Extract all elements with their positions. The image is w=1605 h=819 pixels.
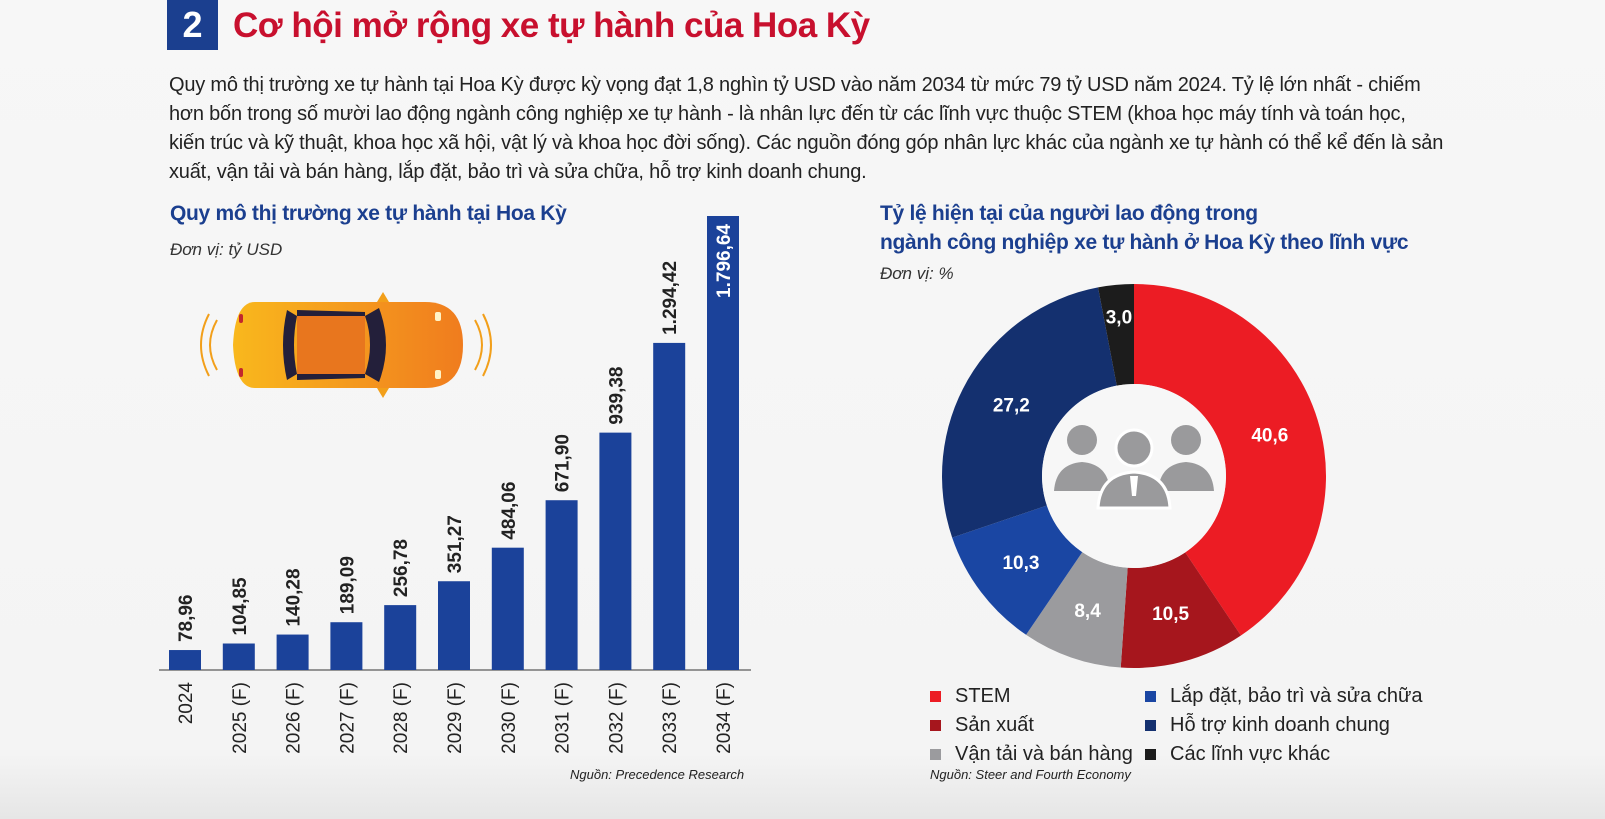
bar-chart-title: Quy mô thị trường xe tự hành tại Hoa Kỳ bbox=[170, 202, 567, 225]
x-tick-label: 2032 (F) bbox=[606, 682, 627, 754]
donut-slice bbox=[942, 287, 1117, 538]
legend-label: Sản xuất bbox=[955, 714, 1034, 736]
legend-label: Lắp đặt, bảo trì và sửa chữa bbox=[1170, 685, 1423, 707]
x-tick-label: 2030 (F) bbox=[499, 682, 520, 754]
legend-label: Vận tải và bán hàng bbox=[955, 743, 1133, 765]
bar-value-label: 1.294,42 bbox=[660, 261, 681, 335]
bar-chart: 78,96 2024 104,85 2025 (F) 140,28 2026 (F) 189… bbox=[159, 216, 751, 754]
x-tick-label: 2028 (F) bbox=[391, 682, 412, 754]
bar-value-label: 351,27 bbox=[445, 515, 466, 573]
bar-value-label: 140,28 bbox=[284, 568, 305, 626]
bar-value-label: 484,06 bbox=[499, 482, 520, 540]
legend-item-transport-sales: Vận tải và bán hàng bbox=[930, 743, 1145, 766]
people-group-icon bbox=[1054, 425, 1214, 510]
x-tick-label: 2027 (F) bbox=[337, 682, 358, 754]
legend-swatch bbox=[930, 749, 941, 760]
bar-value-label: 189,09 bbox=[337, 556, 358, 614]
legend-label: STEM bbox=[955, 685, 1011, 707]
slice-value-label: 10,3 bbox=[1002, 553, 1039, 574]
bar bbox=[599, 432, 632, 670]
bar bbox=[545, 500, 578, 670]
bar bbox=[276, 634, 309, 670]
x-tick-label: 2031 (F) bbox=[553, 682, 574, 754]
bar bbox=[491, 547, 524, 670]
donut-slice bbox=[1134, 284, 1326, 636]
bar bbox=[169, 650, 201, 670]
bar-chart-source: Nguồn: Precedence Research bbox=[570, 767, 745, 782]
donut-legend: STEM Lắp đặt, bảo trì và sửa chữa Sản xu… bbox=[930, 685, 1450, 766]
x-tick-label: 2025 (F) bbox=[230, 682, 251, 754]
donut-slice bbox=[1098, 284, 1134, 386]
bar-value-label: 939,38 bbox=[606, 366, 627, 424]
legend-swatch bbox=[1145, 691, 1156, 702]
section-number-badge: 2 bbox=[167, 0, 218, 50]
bar bbox=[653, 342, 686, 670]
legend-item-installation: Lắp đặt, bảo trì và sửa chữa bbox=[1145, 685, 1445, 708]
legend-item-manufacturing: Sản xuất bbox=[930, 714, 1145, 737]
x-tick-label: 2029 (F) bbox=[445, 682, 466, 754]
car-illustration bbox=[200, 292, 492, 398]
donut-slice bbox=[1026, 552, 1128, 668]
bar bbox=[384, 605, 417, 670]
bar bbox=[438, 581, 470, 670]
bar bbox=[222, 643, 255, 670]
donut-chart-unit: Đơn vị: % bbox=[880, 264, 954, 283]
x-tick-label: 2034 (F) bbox=[714, 682, 735, 754]
donut-chart-title-line1: Tỷ lệ hiện tại của người lao động trong bbox=[880, 202, 1258, 225]
donut-slice bbox=[952, 505, 1083, 635]
slice-value-label: 3,0 bbox=[1106, 308, 1132, 329]
bar-value-label: 256,78 bbox=[391, 539, 412, 597]
x-tick-label: 2024 bbox=[176, 682, 197, 725]
donut-chart-source: Nguồn: Steer and Fourth Economy bbox=[930, 767, 1131, 782]
intro-paragraph: Quy mô thị trường xe tự hành tại Hoa Kỳ … bbox=[169, 74, 1444, 183]
legend-item-other: Các lĩnh vực khác bbox=[1145, 743, 1445, 766]
donut-chart: 40,6 10,5 8,4 10,3 27,2 3,0 bbox=[942, 284, 1326, 668]
bar bbox=[330, 622, 363, 670]
bar-value-label: 1.796,64 bbox=[714, 224, 735, 298]
legend-label: Các lĩnh vực khác bbox=[1170, 743, 1331, 765]
bar-value-label: 671,90 bbox=[553, 434, 574, 492]
legend-label: Hỗ trợ kinh doanh chung bbox=[1170, 714, 1390, 736]
legend-swatch bbox=[930, 720, 941, 731]
bar-value-label: 78,96 bbox=[176, 595, 197, 643]
legend-swatch bbox=[930, 691, 941, 702]
legend-swatch bbox=[1145, 749, 1156, 760]
bar bbox=[707, 216, 739, 670]
slice-value-label: 27,2 bbox=[993, 395, 1030, 416]
slice-value-label: 8,4 bbox=[1074, 601, 1101, 622]
car-top-view-icon bbox=[200, 292, 492, 398]
legend-swatch bbox=[1145, 720, 1156, 731]
legend-item-business-support: Hỗ trợ kinh doanh chung bbox=[1145, 714, 1445, 737]
x-tick-label: 2026 (F) bbox=[284, 682, 305, 754]
slice-value-label: 10,5 bbox=[1152, 604, 1189, 625]
bar-chart-unit: Đơn vị: tỷ USD bbox=[170, 240, 283, 259]
x-tick-label: 2033 (F) bbox=[660, 682, 681, 754]
donut-chart-title-line2: ngành công nghiệp xe tự hành ở Hoa Kỳ th… bbox=[880, 231, 1409, 254]
donut-slice bbox=[1120, 552, 1241, 668]
page-title: Cơ hội mở rộng xe tự hành của Hoa Kỳ bbox=[233, 6, 870, 45]
legend-item-stem: STEM bbox=[930, 685, 1145, 708]
slice-value-label: 40,6 bbox=[1251, 426, 1288, 447]
bar-value-label: 104,85 bbox=[230, 577, 251, 636]
